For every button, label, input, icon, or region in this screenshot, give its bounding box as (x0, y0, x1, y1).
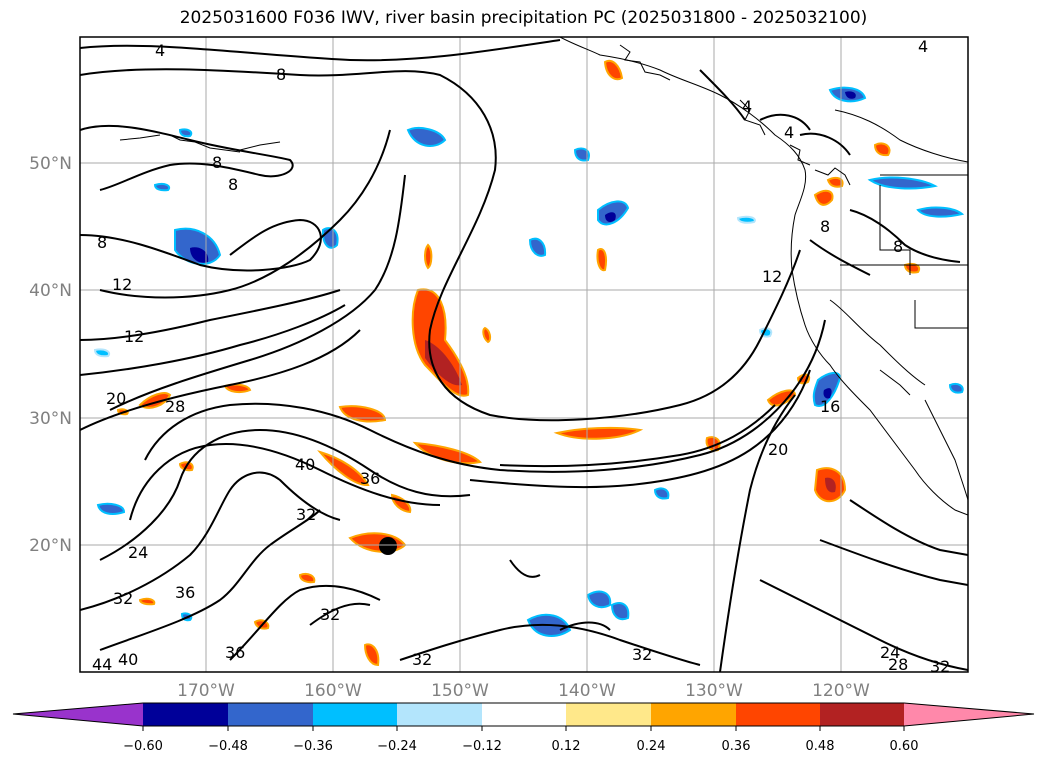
colorbar-under-arrow (13, 703, 143, 726)
lat-label-50n: 50°N (29, 154, 72, 174)
contour-label: 8 (820, 217, 830, 236)
latitude-labels: 50°N 40°N 30°N 20°N (29, 154, 72, 556)
lon-label-160w: 160°W (304, 681, 362, 701)
colorbar-tick-label: 0.36 (722, 739, 751, 754)
coastlines (119, 37, 968, 516)
contour-label: 32 (296, 505, 316, 524)
contour-label: 12 (124, 327, 144, 346)
lon-label-150w: 150°W (431, 681, 489, 701)
contour-label: 32 (113, 589, 133, 608)
colorbar-tick-label: 0.48 (806, 739, 835, 754)
lon-label-120w: 120°W (812, 681, 870, 701)
contour-label: 4 (918, 37, 928, 56)
contour-label: 28 (888, 655, 908, 674)
colorbar-bin (143, 703, 228, 726)
colorbar-bin (482, 703, 566, 726)
lon-label-170w: 170°W (177, 681, 235, 701)
colorbar-tick-label: −0.36 (293, 739, 333, 754)
contour-label: 32 (320, 605, 340, 624)
colorbar-tick-label: 0.24 (637, 739, 666, 754)
lon-label-130w: 130°W (685, 681, 743, 701)
lat-label-20n: 20°N (29, 536, 72, 556)
colorbar-tick-label: 0.60 (890, 739, 919, 754)
contour-label: 4 (784, 123, 794, 142)
lat-label-30n: 30°N (29, 409, 72, 429)
plot-area (80, 37, 968, 672)
colorbar-bin (566, 703, 651, 726)
contour-label: 32 (632, 645, 652, 664)
negative-pc-patches (93, 86, 965, 637)
contour-label: 36 (175, 583, 195, 602)
colorbar-bins (143, 703, 904, 726)
iwv-contours (80, 39, 968, 672)
colorbar: −0.60 −0.48 −0.36 −0.24 −0.12 0.12 0.24 … (12, 702, 1035, 754)
contour-label: 8 (276, 65, 286, 84)
lat-label-40n: 40°N (29, 281, 72, 301)
contour-label: 12 (112, 275, 132, 294)
contour-label: 20 (106, 389, 126, 408)
lon-label-140w: 140°W (558, 681, 616, 701)
map-title: 2025031600 F036 IWV, river basin precipi… (179, 8, 868, 28)
contour-label: 12 (762, 267, 782, 286)
colorbar-tick-labels: −0.60 −0.48 −0.36 −0.24 −0.12 0.12 0.24 … (123, 739, 918, 754)
contour-label: 24 (128, 543, 148, 562)
contour-label: 40 (295, 455, 315, 474)
colorbar-bin (651, 703, 736, 726)
contour-label: 8 (212, 153, 222, 172)
contour-labels: 4 8 4 4 8 8 8 12 12 20 28 40 36 32 24 32… (92, 37, 950, 676)
contour-label: 36 (225, 643, 245, 662)
colorbar-tick-label: 0.12 (552, 739, 581, 754)
contour-label: 4 (155, 41, 165, 60)
plot-frame (79, 36, 969, 673)
contour-label: 8 (97, 233, 107, 252)
contour-label: 32 (930, 657, 950, 676)
colorbar-tick-label: −0.12 (462, 739, 502, 754)
contour-label: 28 (165, 397, 185, 416)
colorbar-tick-label: −0.48 (208, 739, 248, 754)
colorbar-ticks (142, 726, 905, 731)
contour-label: 36 (360, 469, 380, 488)
contour-label: 24 (880, 643, 900, 662)
colorbar-tick-label: −0.24 (377, 739, 417, 754)
contour-label: 4 (742, 97, 752, 116)
contour-label: 44 (92, 655, 112, 674)
colorbar-tick-label: −0.60 (123, 739, 163, 754)
contour-label: 20 (768, 440, 788, 459)
contour-label: 8 (893, 237, 903, 256)
contour-label: 32 (412, 650, 432, 669)
longitude-labels: 170°W 160°W 150°W 140°W 130°W 120°W (177, 681, 870, 701)
colorbar-bin (736, 703, 820, 726)
contour-label: 8 (228, 175, 238, 194)
contour-label: 40 (118, 650, 138, 669)
colorbar-bin (228, 703, 313, 726)
colorbar-over-arrow (904, 703, 1034, 726)
colorbar-bin (820, 703, 904, 726)
colorbar-bin (397, 703, 482, 726)
colorbar-bin (313, 703, 397, 726)
contour-label: 16 (820, 397, 840, 416)
